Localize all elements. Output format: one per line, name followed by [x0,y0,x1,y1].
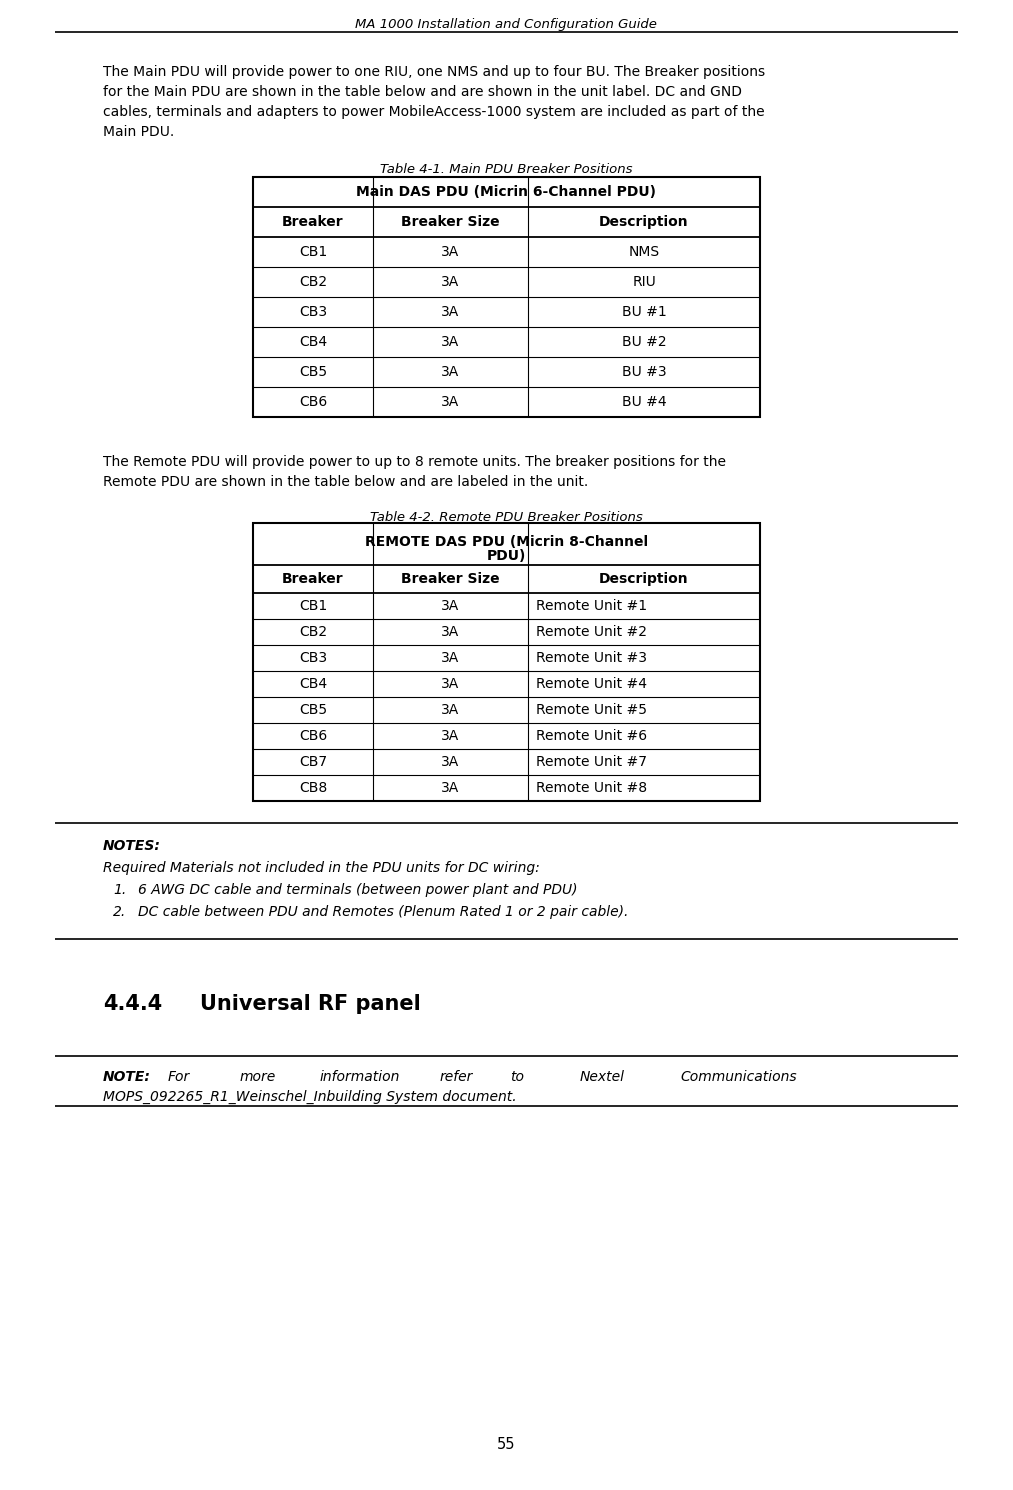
Text: 3A: 3A [442,703,460,717]
Text: The Main PDU will provide power to one RIU, one NMS and up to four BU. The Break: The Main PDU will provide power to one R… [103,66,765,79]
Text: 3A: 3A [442,651,460,665]
Text: Remote Unit #2: Remote Unit #2 [536,624,647,639]
Text: MOPS_092265_R1_Weinschel_Inbuilding System document.: MOPS_092265_R1_Weinschel_Inbuilding Syst… [103,1091,517,1104]
Text: BU #3: BU #3 [622,365,667,378]
Text: Remote Unit #1: Remote Unit #1 [536,599,647,612]
Text: NOTES:: NOTES: [103,839,161,852]
Text: For: For [168,1070,190,1085]
Text: cables, terminals and adapters to power MobileAccess-1000 system are included as: cables, terminals and adapters to power … [103,104,765,119]
Text: to: to [510,1070,524,1085]
Text: 3A: 3A [442,244,460,259]
Text: CB4: CB4 [299,335,327,349]
Text: MA 1000 Installation and Configuration Guide: MA 1000 Installation and Configuration G… [356,18,657,31]
Text: CB3: CB3 [299,651,327,665]
Text: Communications: Communications [680,1070,796,1085]
Text: RIU: RIU [632,276,655,289]
Text: 3A: 3A [442,676,460,691]
Text: Remote Unit #4: Remote Unit #4 [536,676,647,691]
Text: 3A: 3A [442,755,460,769]
Text: Remote PDU are shown in the table below and are labeled in the unit.: Remote PDU are shown in the table below … [103,475,589,489]
Text: 3A: 3A [442,624,460,639]
Text: NOTE:: NOTE: [103,1070,151,1085]
Text: Nextel: Nextel [580,1070,625,1085]
Text: Table 4-2. Remote PDU Breaker Positions: Table 4-2. Remote PDU Breaker Positions [370,511,642,524]
Text: BU #4: BU #4 [622,395,667,408]
Text: CB2: CB2 [299,276,327,289]
Text: Remote Unit #6: Remote Unit #6 [536,729,647,744]
Text: BU #1: BU #1 [622,305,667,319]
Text: CB3: CB3 [299,305,327,319]
Text: 3A: 3A [442,781,460,796]
Text: 55: 55 [496,1436,516,1451]
Text: 3A: 3A [442,276,460,289]
Text: BU #2: BU #2 [622,335,667,349]
Text: 3A: 3A [442,395,460,408]
Text: CB6: CB6 [299,395,327,408]
Text: 4.4.4: 4.4.4 [103,994,162,1015]
Text: DC cable between PDU and Remotes (Plenum Rated 1 or 2 pair cable).: DC cable between PDU and Remotes (Plenum… [138,904,628,919]
Text: for the Main PDU are shown in the table below and are shown in the unit label. D: for the Main PDU are shown in the table … [103,85,742,98]
Text: 3A: 3A [442,305,460,319]
Text: NMS: NMS [628,244,659,259]
Text: 3A: 3A [442,335,460,349]
Text: CB5: CB5 [299,365,327,378]
Text: CB4: CB4 [299,676,327,691]
Text: 2.: 2. [113,904,127,919]
Text: refer: refer [440,1070,473,1085]
Text: CB2: CB2 [299,624,327,639]
Bar [253,177,760,417]
Text: Universal RF panel: Universal RF panel [200,994,420,1015]
Text: 1.: 1. [113,884,127,897]
Text: 3A: 3A [442,365,460,378]
Text: 3A: 3A [442,729,460,744]
Text: Remote Unit #5: Remote Unit #5 [536,703,647,717]
Text: PDU): PDU) [487,548,526,563]
Text: REMOTE DAS PDU (Micrin 8-Channel: REMOTE DAS PDU (Micrin 8-Channel [365,535,648,548]
Text: Breaker Size: Breaker Size [401,215,499,229]
Text: The Remote PDU will provide power to up to 8 remote units. The breaker positions: The Remote PDU will provide power to up … [103,454,726,469]
Text: CB5: CB5 [299,703,327,717]
Text: Description: Description [599,215,689,229]
Text: information: information [320,1070,400,1085]
Text: more: more [240,1070,277,1085]
Text: CB6: CB6 [299,729,327,744]
Text: 6 AWG DC cable and terminals (between power plant and PDU): 6 AWG DC cable and terminals (between po… [138,884,577,897]
Text: CB1: CB1 [299,244,327,259]
Text: CB8: CB8 [299,781,327,796]
Text: Required Materials not included in the PDU units for DC wiring:: Required Materials not included in the P… [103,861,540,875]
Text: Table 4-1. Main PDU Breaker Positions: Table 4-1. Main PDU Breaker Positions [380,162,632,176]
Text: Remote Unit #7: Remote Unit #7 [536,755,647,769]
Text: Breaker Size: Breaker Size [401,572,499,586]
Text: CB7: CB7 [299,755,327,769]
Text: Remote Unit #8: Remote Unit #8 [536,781,647,796]
Text: Main DAS PDU (Micrin 6-Channel PDU): Main DAS PDU (Micrin 6-Channel PDU) [357,185,656,200]
Bar [253,523,760,802]
Text: CB1: CB1 [299,599,327,612]
Text: Breaker: Breaker [283,215,343,229]
Text: 3A: 3A [442,599,460,612]
Text: Remote Unit #3: Remote Unit #3 [536,651,647,665]
Text: Breaker: Breaker [283,572,343,586]
Text: Description: Description [599,572,689,586]
Text: Main PDU.: Main PDU. [103,125,174,139]
